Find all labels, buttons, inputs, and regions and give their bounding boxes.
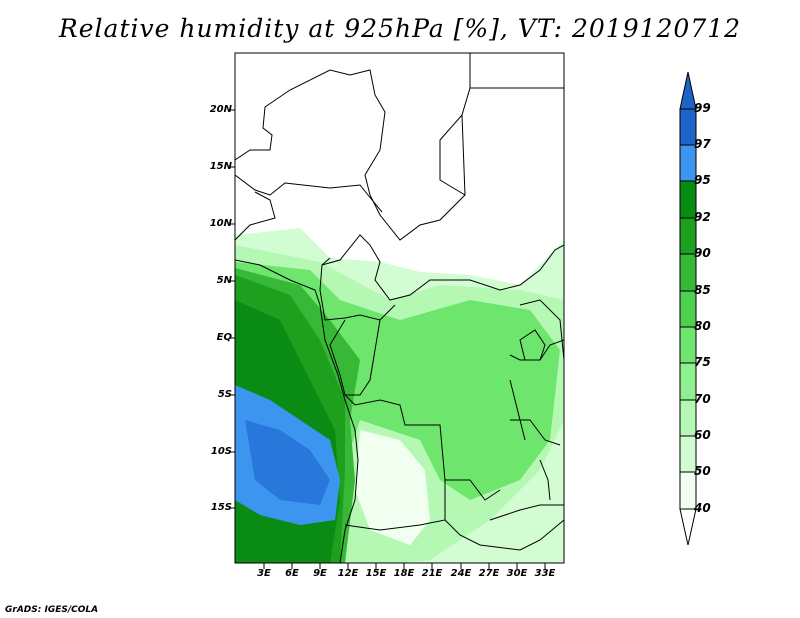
lon-label-18e: 18E <box>393 568 415 579</box>
lat-label-15n: 15N <box>209 161 232 172</box>
colorbar-label-95: 95 <box>694 173 711 187</box>
lon-label-12e: 12E <box>337 568 359 579</box>
colorbar-label-97: 97 <box>694 137 711 151</box>
colorbar-label-50: 50 <box>694 464 711 478</box>
humidity-field <box>235 53 564 563</box>
map-frame <box>234 52 565 564</box>
lon-label-21e: 21E <box>421 568 443 579</box>
lon-label-24e: 24E <box>450 568 472 579</box>
lat-label-20n: 20N <box>209 104 232 115</box>
lon-label-6e: 6E <box>285 568 299 579</box>
colorbar-label-92: 92 <box>694 210 711 224</box>
lon-label-27e: 27E <box>478 568 500 579</box>
colorbar-bottom-arrow <box>679 508 697 546</box>
lat-label-15s: 15S <box>210 502 232 513</box>
colorbar-label-40: 40 <box>694 501 711 515</box>
lat-label-eq: EQ <box>216 332 232 343</box>
humidity-zone-light-angola <box>355 430 430 545</box>
lon-tick-marks <box>263 563 546 569</box>
lat-label-5n: 5N <box>216 275 232 286</box>
lon-label-9e: 9E <box>313 568 327 579</box>
lon-label-3e: 3E <box>257 568 271 579</box>
lat-label-5s: 5S <box>217 389 232 400</box>
colorbar-label-60: 60 <box>694 428 711 442</box>
colorbar-label-90: 90 <box>694 246 711 260</box>
map-title: Relative humidity at 925hPa [%], VT: 201… <box>58 14 742 43</box>
colorbar-label-99: 99 <box>694 101 711 115</box>
lat-label-10s: 10S <box>210 446 232 457</box>
colorbar-label-70: 70 <box>694 392 711 406</box>
lon-label-33e: 33E <box>534 568 556 579</box>
country-borders <box>235 53 564 563</box>
lon-label-30e: 30E <box>506 568 528 579</box>
colorbar-label-75: 75 <box>694 355 711 369</box>
colorbar-label-80: 80 <box>694 319 711 333</box>
lat-label-10n: 10N <box>209 218 232 229</box>
humidity-zone-97 <box>245 420 330 505</box>
colorbar <box>679 71 697 546</box>
lon-label-15e: 15E <box>365 568 387 579</box>
lat-tick-marks <box>229 109 235 509</box>
grads-credit: GrADS: IGES/COLA <box>5 605 99 615</box>
colorbar-label-85: 85 <box>694 283 711 297</box>
